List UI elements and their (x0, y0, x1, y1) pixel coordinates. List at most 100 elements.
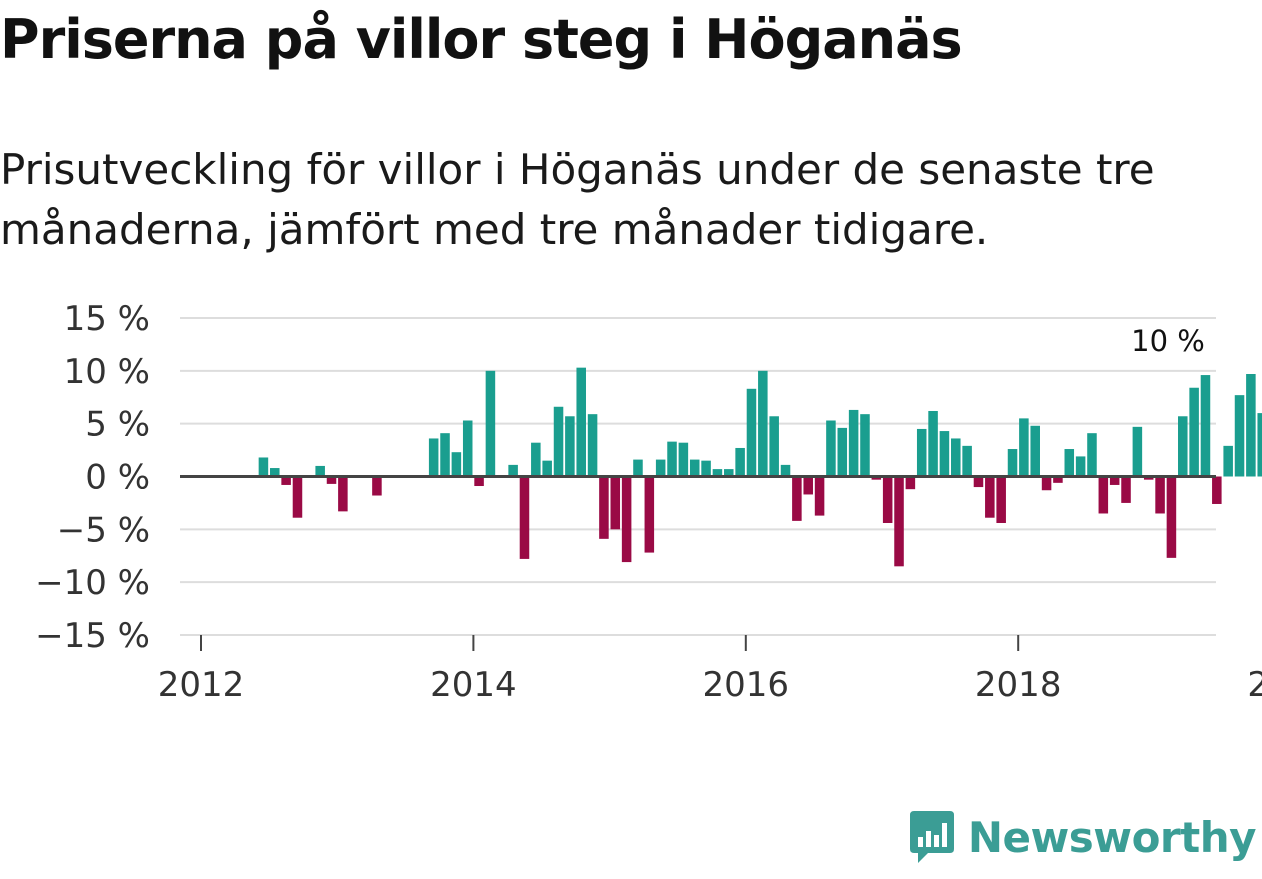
bar (553, 406, 564, 477)
bar-chart: 15 % 10 % 5 % 0 % −5 % −10 % −15 % 2012 2014 201… (35, 299, 1262, 705)
bar (826, 420, 836, 477)
bar (701, 460, 711, 477)
bar (962, 445, 972, 477)
bar (780, 464, 791, 477)
bar (462, 420, 473, 477)
bar (292, 476, 303, 518)
bar (758, 370, 768, 477)
y-tick-label: 10 % (64, 352, 150, 392)
y-tick-label: 15 % (64, 299, 150, 339)
bar (882, 476, 893, 523)
bar (837, 427, 848, 477)
bar (939, 431, 950, 477)
bar (485, 370, 496, 477)
bar (1075, 456, 1086, 477)
bar (951, 438, 961, 477)
bar (1178, 416, 1188, 477)
bar (916, 428, 927, 477)
bar (1064, 449, 1075, 477)
bar (985, 476, 995, 518)
bar (1019, 418, 1029, 477)
bar (792, 476, 802, 521)
bar (338, 476, 348, 512)
bar (769, 416, 779, 477)
x-tick-label: 2018 (975, 665, 1062, 705)
bar (1053, 476, 1063, 483)
bar (1189, 387, 1199, 477)
y-tick-label: 5 % (85, 405, 150, 445)
bar (315, 465, 325, 477)
bar (1030, 425, 1040, 477)
bar (440, 433, 450, 477)
bar (281, 476, 291, 485)
bar (576, 367, 586, 477)
y-tick-label: 0 % (85, 458, 150, 498)
bar (1257, 413, 1262, 477)
bar (565, 416, 575, 477)
bar-series (258, 367, 1262, 567)
bar (860, 414, 870, 477)
bar (587, 414, 598, 477)
bar (1087, 433, 1097, 477)
bar (973, 476, 984, 488)
chart-title: Priserna på villor steg i Höganäs (0, 8, 963, 71)
bar (667, 441, 677, 477)
y-tick-label: −5 % (57, 510, 150, 550)
bar (372, 476, 382, 496)
bar (1109, 476, 1120, 485)
newsworthy-logo: Newsworthy (906, 809, 1257, 865)
bar (1155, 476, 1165, 514)
bar (428, 438, 439, 477)
bar (1098, 476, 1109, 514)
x-tick-label: 2020 (1247, 665, 1262, 705)
bar (871, 476, 882, 480)
bar (610, 476, 621, 530)
x-tick-label: 2016 (703, 665, 790, 705)
bar (905, 476, 916, 490)
bar (712, 469, 723, 477)
bar (1143, 476, 1154, 480)
bar (735, 447, 745, 477)
bar (1132, 426, 1143, 477)
bar (1212, 476, 1222, 504)
bar (326, 476, 337, 484)
chart-subtitle: Prisutveckling för villor i Höganäs unde… (0, 145, 1155, 254)
x-axis: 20122014201620182020202220242026 (158, 635, 1262, 705)
bar (519, 476, 530, 559)
bar (542, 460, 552, 477)
bar (724, 469, 734, 477)
bar (689, 459, 700, 477)
y-axis: 15 % 10 % 5 % 0 % −5 % −10 % −15 % (35, 299, 150, 656)
bar (1041, 476, 1052, 491)
y-tick-label: −15 % (35, 616, 150, 656)
bar (1166, 476, 1177, 558)
bar (678, 442, 689, 477)
bar (814, 476, 825, 516)
bar (928, 410, 938, 477)
chart-logo-icon (909, 811, 954, 863)
x-tick-label: 2012 (158, 665, 245, 705)
bar (270, 468, 280, 477)
bar (655, 459, 666, 477)
bar (1200, 375, 1211, 477)
bar (508, 464, 518, 477)
x-tick-label: 2014 (430, 665, 517, 705)
bar (633, 459, 643, 477)
bar (894, 476, 904, 567)
bar (1234, 395, 1245, 477)
bar (1121, 476, 1131, 503)
bar (1007, 449, 1018, 477)
bar (1246, 374, 1256, 477)
bar (474, 476, 484, 487)
bar (599, 476, 609, 539)
brand-name: Newsworthy (967, 812, 1257, 862)
y-tick-label: −10 % (35, 563, 150, 603)
bar (848, 409, 859, 477)
last-value-label: 10 % (1131, 324, 1205, 358)
bar (531, 442, 541, 477)
bar (803, 476, 813, 495)
bar (258, 457, 269, 477)
bar (451, 452, 462, 477)
bar (996, 476, 1006, 523)
bar (644, 476, 655, 553)
